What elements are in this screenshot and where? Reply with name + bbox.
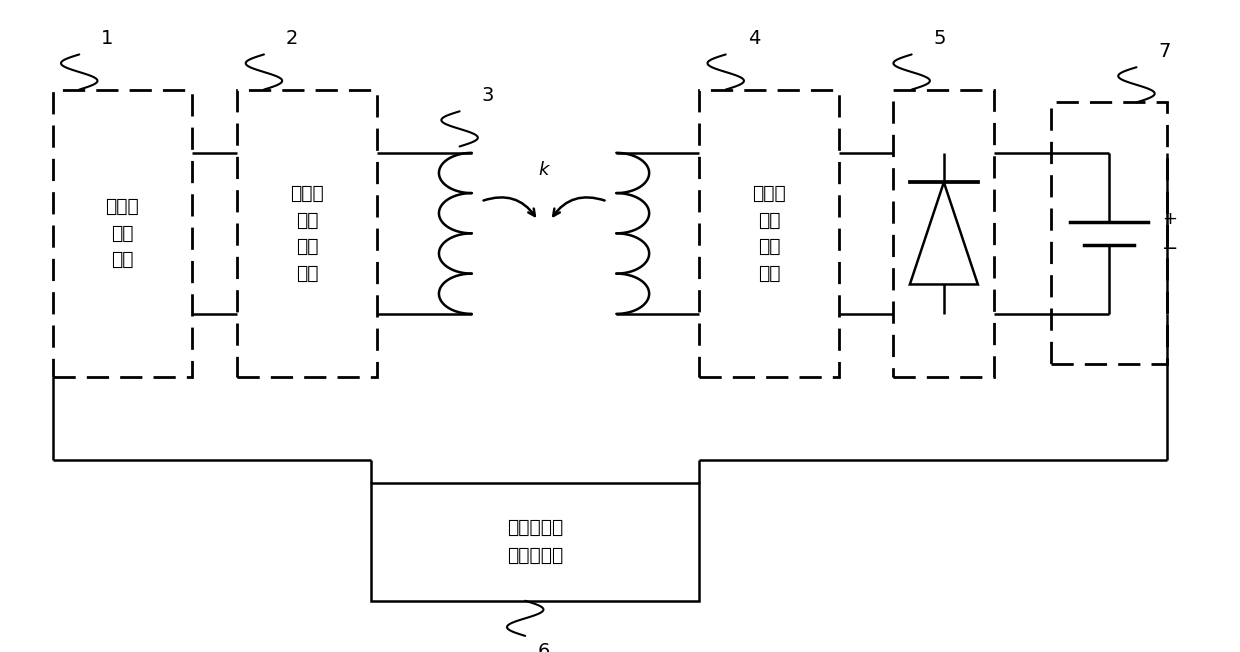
Text: −: − bbox=[1162, 239, 1178, 258]
Text: 3: 3 bbox=[481, 86, 494, 105]
Text: 多谐振
原边
补偿
拓扑: 多谐振 原边 补偿 拓扑 bbox=[290, 184, 324, 282]
Text: +: + bbox=[1162, 210, 1177, 228]
Text: 6: 6 bbox=[537, 642, 549, 652]
Text: $k$: $k$ bbox=[538, 161, 551, 179]
Text: 5: 5 bbox=[934, 29, 946, 48]
Text: 状态识别及
频率控制器: 状态识别及 频率控制器 bbox=[507, 518, 563, 565]
Text: 4: 4 bbox=[748, 29, 760, 48]
Text: 1: 1 bbox=[102, 29, 114, 48]
Text: 可变频
逆变
电源: 可变频 逆变 电源 bbox=[105, 198, 139, 269]
Text: 7: 7 bbox=[1158, 42, 1171, 61]
Text: 多谐振
副边
补偿
拓扑: 多谐振 副边 补偿 拓扑 bbox=[751, 184, 786, 282]
Text: 2: 2 bbox=[285, 29, 298, 48]
